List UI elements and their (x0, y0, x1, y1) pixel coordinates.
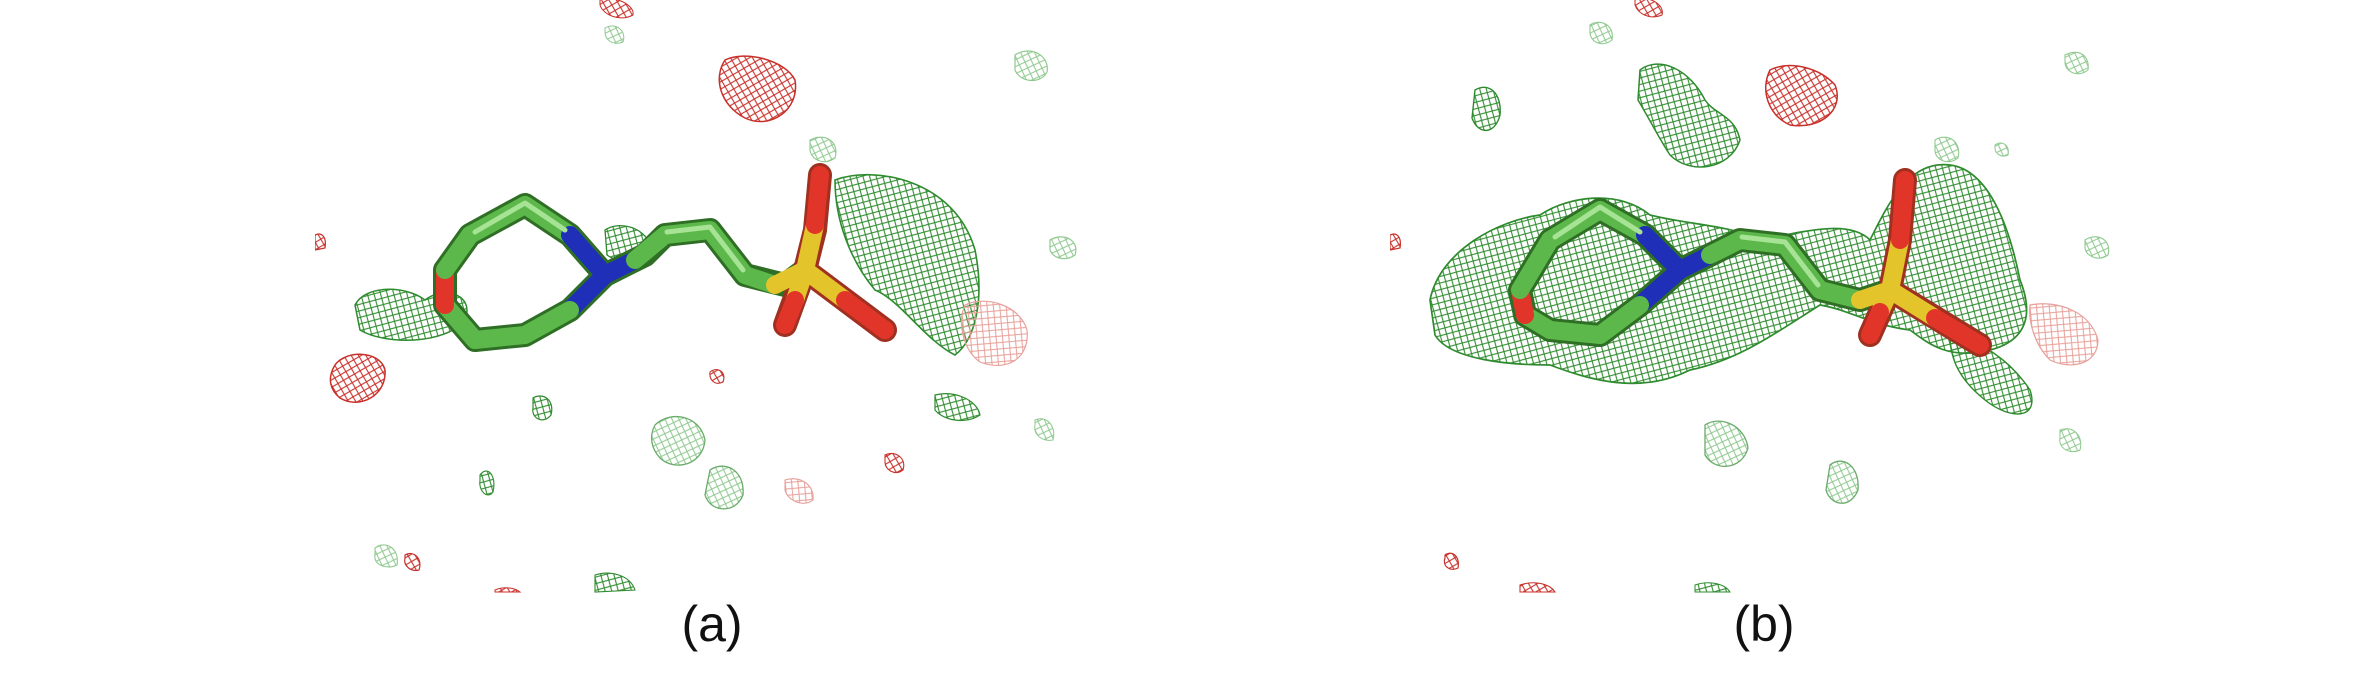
panel-b-density-map (1390, 0, 2170, 600)
density-mesh-blobs (315, 0, 1077, 593)
molecule-stick-model (1508, 168, 1992, 357)
panel-a-caption: (a) (681, 596, 743, 652)
density-mesh-blobs (1390, 0, 2110, 593)
panel-b-molecule-render (1390, 0, 2110, 593)
panel-b-caption: (b) (1733, 596, 1795, 652)
molecule-stick-model (433, 163, 897, 352)
panel-a-density-map (315, 0, 1095, 600)
panel-a-molecule-render (315, 0, 1077, 593)
